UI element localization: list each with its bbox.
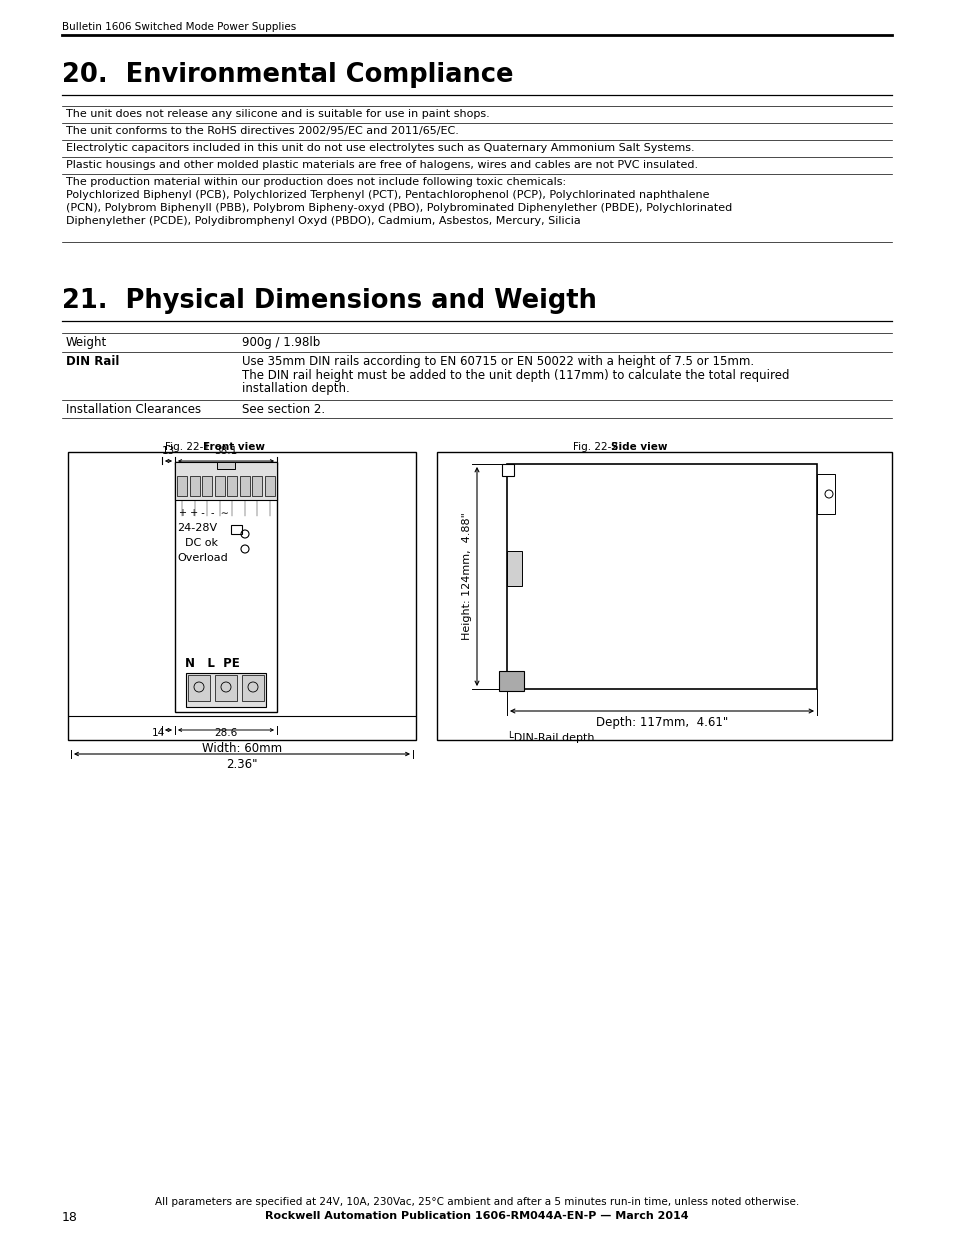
Text: Weight: Weight — [66, 336, 107, 350]
Text: DC ok: DC ok — [185, 538, 218, 548]
Bar — [214, 475, 225, 496]
Text: Plastic housings and other molded plastic materials are free of halogens, wires : Plastic housings and other molded plasti… — [66, 161, 698, 170]
Text: The production material within our production does not include following toxic c: The production material within our produ… — [66, 177, 565, 186]
Bar — [186, 673, 266, 706]
Text: Installation Clearances: Installation Clearances — [66, 403, 201, 416]
Bar — [202, 475, 213, 496]
Text: Diphenylether (PCDE), Polydibromphenyl Oxyd (PBDO), Cadmium, Asbestos, Mercury, : Diphenylether (PCDE), Polydibromphenyl O… — [66, 216, 580, 226]
Text: N   L  PE: N L PE — [185, 657, 239, 671]
Text: 13: 13 — [162, 446, 175, 456]
Text: 18: 18 — [62, 1212, 78, 1224]
Bar — [227, 475, 237, 496]
Text: Width: 60mm: Width: 60mm — [202, 742, 282, 755]
Text: Height: 124mm,  4.88": Height: 124mm, 4.88" — [461, 513, 472, 641]
Text: Rockwell Automation Publication 1606-RM044A-EN-P — March 2014: Rockwell Automation Publication 1606-RM0… — [265, 1212, 688, 1221]
Bar — [188, 676, 210, 701]
Bar — [239, 475, 250, 496]
Bar — [174, 462, 276, 713]
Text: Polychlorized Biphenyl (PCB), Polychlorized Terphenyl (PCT), Pentachlorophenol (: Polychlorized Biphenyl (PCB), Polychlori… — [66, 190, 709, 200]
Text: 2.36": 2.36" — [226, 758, 257, 771]
Text: Depth: 117mm,  4.61": Depth: 117mm, 4.61" — [596, 716, 727, 729]
Text: See section 2.: See section 2. — [242, 403, 325, 416]
Bar — [177, 475, 187, 496]
Text: 21.  Physical Dimensions and Weigth: 21. Physical Dimensions and Weigth — [62, 288, 597, 314]
Bar — [498, 671, 523, 692]
Text: 28.6: 28.6 — [214, 727, 237, 739]
Bar — [174, 462, 276, 500]
Text: (PCN), Polybrom Biphenyll (PBB), Polybrom Bipheny-oxyd (PBO), Polybrominated Dip: (PCN), Polybrom Biphenyll (PBB), Polybro… — [66, 203, 732, 212]
Text: 900g / 1.98lb: 900g / 1.98lb — [242, 336, 320, 350]
Text: All parameters are specified at 24V, 10A, 230Vac, 25°C ambient and after a 5 min: All parameters are specified at 24V, 10A… — [154, 1197, 799, 1207]
Text: Bulletin 1606 Switched Mode Power Supplies: Bulletin 1606 Switched Mode Power Suppli… — [62, 22, 296, 32]
Text: The unit conforms to the RoHS directives 2002/95/EC and 2011/65/EC.: The unit conforms to the RoHS directives… — [66, 126, 458, 136]
Text: Front view: Front view — [203, 442, 265, 452]
Bar — [216, 462, 234, 469]
Text: Electrolytic capacitors included in this unit do not use electrolytes such as Qu: Electrolytic capacitors included in this… — [66, 143, 694, 153]
Bar — [436, 452, 891, 740]
Bar — [190, 475, 200, 496]
Text: 38.1: 38.1 — [214, 446, 237, 456]
Text: 14: 14 — [152, 727, 165, 739]
Bar — [231, 525, 242, 534]
Text: Fig. 22-1: Fig. 22-1 — [165, 442, 210, 452]
Text: 20.  Environmental Compliance: 20. Environmental Compliance — [62, 62, 513, 88]
Text: + + -  -  ∼: + + - - ∼ — [179, 508, 229, 517]
Text: Fig. 22-2: Fig. 22-2 — [573, 442, 618, 452]
Bar — [816, 474, 834, 514]
Text: DIN Rail: DIN Rail — [66, 354, 119, 368]
Text: Side view: Side view — [610, 442, 667, 452]
Bar — [68, 452, 416, 740]
Text: 24-28V: 24-28V — [177, 522, 217, 534]
Bar — [242, 676, 264, 701]
Text: The unit does not release any silicone and is suitable for use in paint shops.: The unit does not release any silicone a… — [66, 109, 489, 119]
Bar — [506, 551, 521, 585]
Text: └DIN-Rail depth: └DIN-Rail depth — [506, 731, 594, 743]
Text: installation depth.: installation depth. — [242, 382, 350, 395]
Text: The DIN rail height must be added to the unit depth (117mm) to calculate the tot: The DIN rail height must be added to the… — [242, 368, 789, 382]
Text: Use 35mm DIN rails according to EN 60715 or EN 50022 with a height of 7.5 or 15m: Use 35mm DIN rails according to EN 60715… — [242, 354, 753, 368]
Bar — [252, 475, 262, 496]
Bar — [214, 676, 236, 701]
Bar — [264, 475, 274, 496]
Bar — [501, 464, 514, 475]
Text: Overload: Overload — [177, 553, 228, 563]
Bar — [506, 464, 816, 689]
